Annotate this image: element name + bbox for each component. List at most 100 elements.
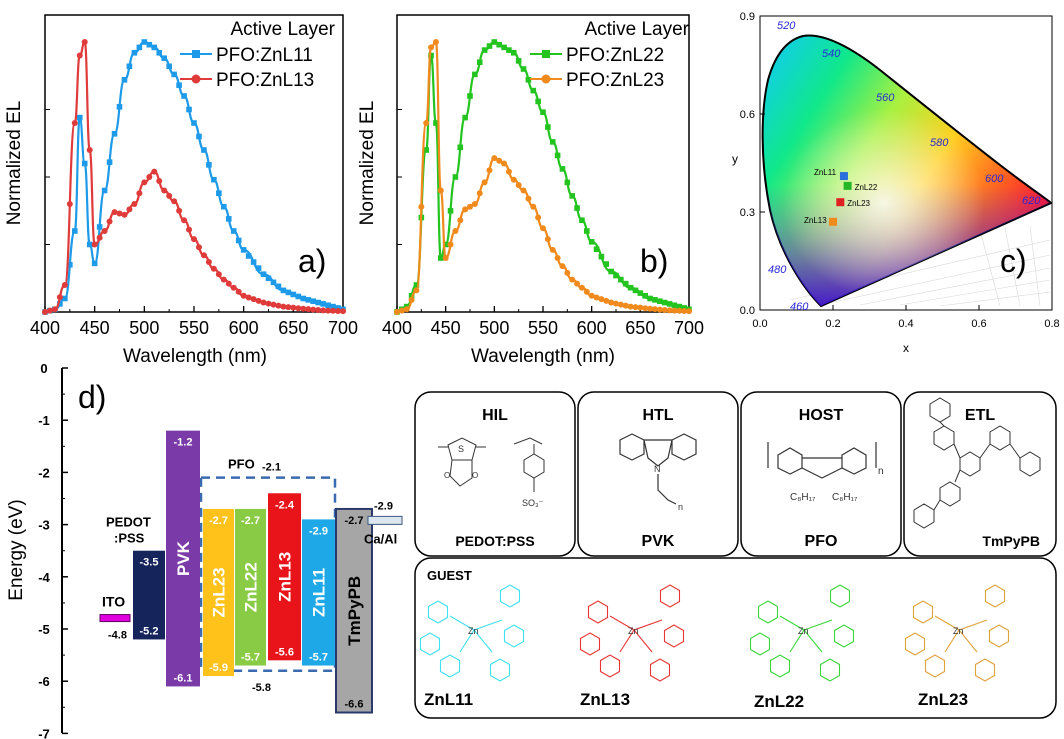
pfo-homo: -5.8 [252, 682, 271, 694]
pa-point-2 [250, 296, 257, 303]
pa-point-2 [106, 218, 113, 225]
panel-a-ylabel: Normalized EL [4, 101, 25, 226]
pb-point-1 [447, 207, 454, 214]
pb-point-2 [496, 157, 503, 164]
band-pedot-label-1: PEDOT [106, 515, 151, 530]
band-znl11-label: ZnL11 [310, 568, 329, 617]
pa-x-tick-label: 650 [278, 318, 308, 338]
pb-point-1 [598, 253, 605, 260]
pd-y-tick-label: -5 [38, 622, 50, 637]
pa-point-1 [206, 162, 212, 168]
etl-header: ETL [965, 407, 995, 424]
pa-point-2 [71, 120, 78, 126]
pa-point-2 [200, 252, 207, 259]
pb-point-2 [515, 182, 522, 189]
cie-white-overlay [762, 35, 1051, 307]
pa-point-2 [136, 190, 143, 197]
htl-box: HTL N n PVK [577, 391, 739, 557]
pb-point-2 [510, 176, 517, 183]
pa-point-1 [181, 93, 187, 99]
pb-point-2 [520, 187, 527, 194]
pa-point-2 [280, 303, 287, 310]
guest-structure-znl11: Zn [419, 584, 525, 682]
pb-point-1 [506, 47, 512, 53]
pa-point-2 [126, 206, 133, 213]
pa-point-2 [81, 39, 88, 45]
panel-b-ylabel: Normalized EL [357, 101, 378, 226]
pa-point-1 [285, 289, 292, 296]
pb-point-2 [661, 306, 668, 313]
pa-point-2 [265, 300, 272, 307]
pb-point-1 [584, 228, 590, 234]
pb-point-1 [632, 287, 639, 294]
pb-point-2 [462, 206, 469, 213]
pb-point-1 [515, 58, 522, 64]
pa-point-2 [151, 168, 158, 175]
pa-point-1 [245, 253, 252, 259]
pa-point-2 [146, 174, 153, 180]
pb-point-2 [437, 187, 444, 194]
pb-point-2 [467, 203, 473, 210]
pb-point-1 [433, 120, 439, 126]
pb-point-2 [651, 306, 658, 313]
panel-a-legend-title: Active Layer [230, 19, 335, 40]
pa-point-1 [166, 63, 172, 70]
pb-point-2 [613, 300, 619, 307]
pb-point-1 [676, 303, 683, 310]
pb-point-1 [491, 39, 498, 45]
panel-a-legend-item-1: PFO:ZnL11 [180, 45, 313, 66]
pb-point-1 [467, 93, 473, 99]
pa-point-2 [260, 299, 267, 306]
pa-point-1 [221, 203, 227, 210]
svg-text:Zn: Zn [468, 626, 479, 636]
pa-point-1 [325, 302, 331, 309]
band-znl13-label: ZnL13 [276, 552, 295, 602]
pa-point-1 [250, 259, 257, 265]
pa-point-1 [72, 228, 78, 234]
panel-b-legend-title: Active Layer [584, 19, 689, 40]
hil-header: HIL [482, 407, 508, 424]
structure-boxes: HIL S O O SO₃⁻ PEDOT:PSS HTL [414, 391, 1057, 719]
pa-point-1 [305, 297, 312, 303]
band-znl22 [235, 508, 266, 666]
pa-point-2 [285, 304, 292, 311]
pa-point-2 [210, 265, 217, 272]
band-pedot-pss-homo: -5.2 [140, 625, 159, 637]
band-znl22-homo: -5.7 [241, 652, 260, 664]
pfo-label: PFO [228, 457, 255, 472]
band-tmpypb-lumo: -2.7 [345, 515, 364, 527]
pa-point-1 [211, 176, 217, 183]
pa-point-1 [280, 287, 287, 294]
pb-point-1 [457, 144, 464, 151]
pb-x-tick-label: 450 [431, 318, 461, 338]
pa-point-1 [171, 71, 177, 78]
pa-point-1 [235, 237, 242, 244]
panel-d: 0 -1 -2 -3 -4 -5 -6 -7 Energy (eV) d) PFO -2.1 -5… [6, 361, 403, 739]
pa-point-2 [320, 307, 327, 314]
pa-point-2 [166, 192, 173, 199]
panel-d-label: d) [78, 379, 106, 415]
svg-text:n: n [878, 466, 884, 477]
pb-point-1 [486, 43, 493, 49]
pa-point-1 [310, 298, 316, 304]
pb-point-2 [413, 287, 420, 294]
band-znl22-label: ZnL22 [242, 562, 261, 612]
pb-point-1 [627, 284, 634, 291]
pb-point-1 [462, 114, 468, 121]
svg-text:Zn: Zn [798, 626, 809, 636]
pa-point-2 [230, 284, 237, 291]
pb-x-tick-label: 600 [577, 318, 607, 338]
pb-point-2 [647, 305, 654, 312]
pb-point-2 [583, 288, 590, 295]
pa-point-1 [121, 77, 128, 83]
band-pvk-homo: -6.1 [174, 672, 193, 684]
panel-a-legend-label-1: PFO:ZnL11 [216, 45, 313, 66]
pa-point-1 [290, 291, 297, 298]
pd-y-tick-label: -6 [38, 674, 50, 689]
pa-point-2 [300, 305, 307, 312]
pa-point-2 [235, 288, 242, 295]
pa-point-1 [201, 147, 207, 153]
pb-point-2 [676, 307, 683, 314]
pa-point-1 [330, 303, 336, 310]
